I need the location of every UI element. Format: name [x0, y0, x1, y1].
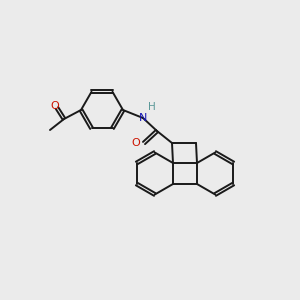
Text: H: H	[148, 102, 156, 112]
Text: O: O	[51, 101, 59, 111]
Text: N: N	[139, 113, 147, 123]
Text: O: O	[131, 138, 140, 148]
